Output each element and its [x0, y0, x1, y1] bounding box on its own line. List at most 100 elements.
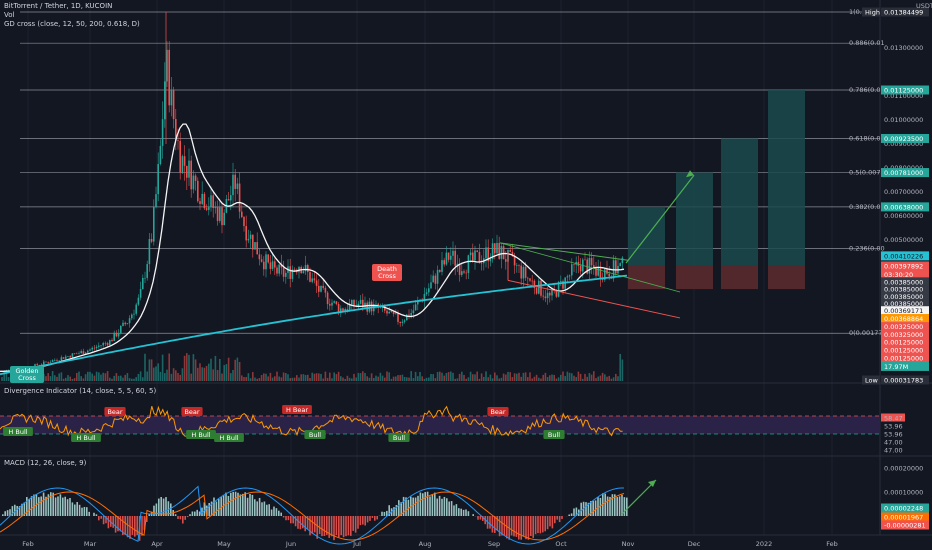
volume-bar	[467, 377, 470, 381]
macd-histogram-bar	[614, 494, 616, 516]
macd-histogram-bar	[407, 499, 410, 516]
volume-bar	[326, 377, 329, 381]
macd-histogram-bar	[141, 516, 143, 536]
macd-histogram-bar	[515, 516, 518, 537]
volume-bar	[454, 378, 456, 381]
volume-bar	[148, 359, 151, 381]
x-tick-label: May	[217, 540, 231, 548]
volume-bar	[472, 374, 474, 381]
macd-histogram-bar	[450, 501, 453, 516]
macd-histogram-bar	[354, 516, 357, 533]
volume-bar	[267, 376, 269, 381]
macd-histogram-bar	[465, 509, 467, 516]
volume-bar	[527, 377, 529, 381]
macd-histogram-bar	[239, 494, 242, 516]
macd-histogram-bar	[338, 516, 340, 538]
volume-bar	[47, 373, 49, 381]
candle-body	[302, 271, 305, 274]
macd-histogram-bar	[196, 509, 198, 516]
macd-histogram-bar	[568, 514, 570, 516]
macd-histogram-bar	[261, 502, 263, 516]
macd-axis-label: 0.00020000	[884, 465, 923, 473]
volume-bar	[619, 353, 621, 381]
candle-body	[476, 250, 478, 252]
volume-bar	[7, 377, 10, 381]
macd-histogram-bar	[246, 497, 249, 516]
x-tick-label: Dec	[688, 540, 701, 548]
candle-body	[34, 364, 36, 368]
candle-body	[137, 297, 140, 305]
volume-bar	[320, 373, 322, 381]
macd-histogram-bar	[340, 516, 342, 536]
macd-histogram-bar	[74, 504, 76, 516]
macd-histogram-bar	[292, 516, 294, 524]
candle-body	[408, 314, 410, 317]
volume-bar	[516, 373, 518, 381]
macd-histogram-bar	[618, 496, 621, 516]
price-tag: 0.00923500	[884, 135, 923, 143]
macd-arrow	[621, 479, 657, 515]
volume-bar	[549, 375, 551, 381]
volume-bar	[216, 370, 219, 381]
price-tag-bg	[881, 7, 929, 17]
candle-body	[399, 321, 401, 323]
macd-histogram-bar	[422, 493, 424, 516]
candle-body	[291, 269, 294, 279]
rsi-tag-bg	[881, 437, 905, 447]
volume-bar	[518, 372, 520, 381]
volume-bar	[120, 375, 122, 381]
macd-histogram-bar	[496, 516, 498, 531]
macd-histogram-bar	[76, 502, 78, 516]
volume-bar	[199, 363, 201, 381]
candle-body	[177, 140, 179, 142]
macd-histogram-bar	[498, 516, 501, 537]
price-tag-prefix: High	[865, 9, 880, 17]
volume-bar	[298, 377, 300, 381]
divergence-label: Bear	[184, 408, 199, 416]
candle-body	[115, 332, 118, 337]
volume-bar	[245, 377, 247, 381]
candle-body	[36, 364, 38, 366]
volume-bar	[582, 378, 584, 381]
macd-histogram-bar	[52, 492, 54, 516]
volume-bar	[357, 372, 360, 381]
volume-bar	[599, 375, 602, 381]
macd-histogram-bar	[306, 516, 309, 530]
candle-body	[474, 250, 476, 261]
volume-bar	[203, 367, 206, 381]
macd-histogram-bar	[462, 509, 465, 516]
candle-body	[520, 265, 522, 279]
macd-histogram-bar	[458, 508, 460, 516]
macd-histogram-bar	[244, 492, 246, 516]
candle-body	[183, 156, 186, 166]
macd-histogram-bar	[23, 502, 26, 516]
candle-body	[579, 265, 582, 272]
candle-body	[230, 195, 232, 201]
price-tag: 0.00125000	[884, 339, 923, 347]
candle-body	[463, 271, 465, 273]
candle-body	[84, 352, 87, 354]
macd-histogram-bar	[280, 512, 282, 516]
macd-histogram-bar	[249, 494, 251, 516]
macd-histogram-bar	[443, 496, 446, 516]
volume-bar	[252, 372, 254, 381]
candle-body	[159, 145, 162, 165]
macd-histogram-bar	[467, 511, 470, 516]
volume-bar	[115, 373, 118, 381]
macd-histogram-bar	[203, 502, 206, 516]
candle-body	[513, 255, 516, 266]
macd-histogram-bar	[83, 506, 86, 516]
candle-body	[348, 304, 351, 311]
divergence-label: H Bear	[286, 406, 308, 414]
candle-body	[542, 295, 544, 297]
candle-body	[480, 262, 483, 264]
rsi-pane: H Bull Bear H Bull Bear H Bull H Bull H Bear Bu…	[0, 405, 905, 455]
price-tag: 0.00385000	[884, 278, 923, 286]
macd-histogram-bar	[544, 516, 546, 532]
macd-histogram-bar	[302, 516, 304, 529]
macd-histogram-bar	[359, 516, 362, 526]
candle-body	[117, 333, 120, 337]
candle-body	[359, 299, 362, 304]
macd-histogram-bar	[398, 500, 400, 516]
